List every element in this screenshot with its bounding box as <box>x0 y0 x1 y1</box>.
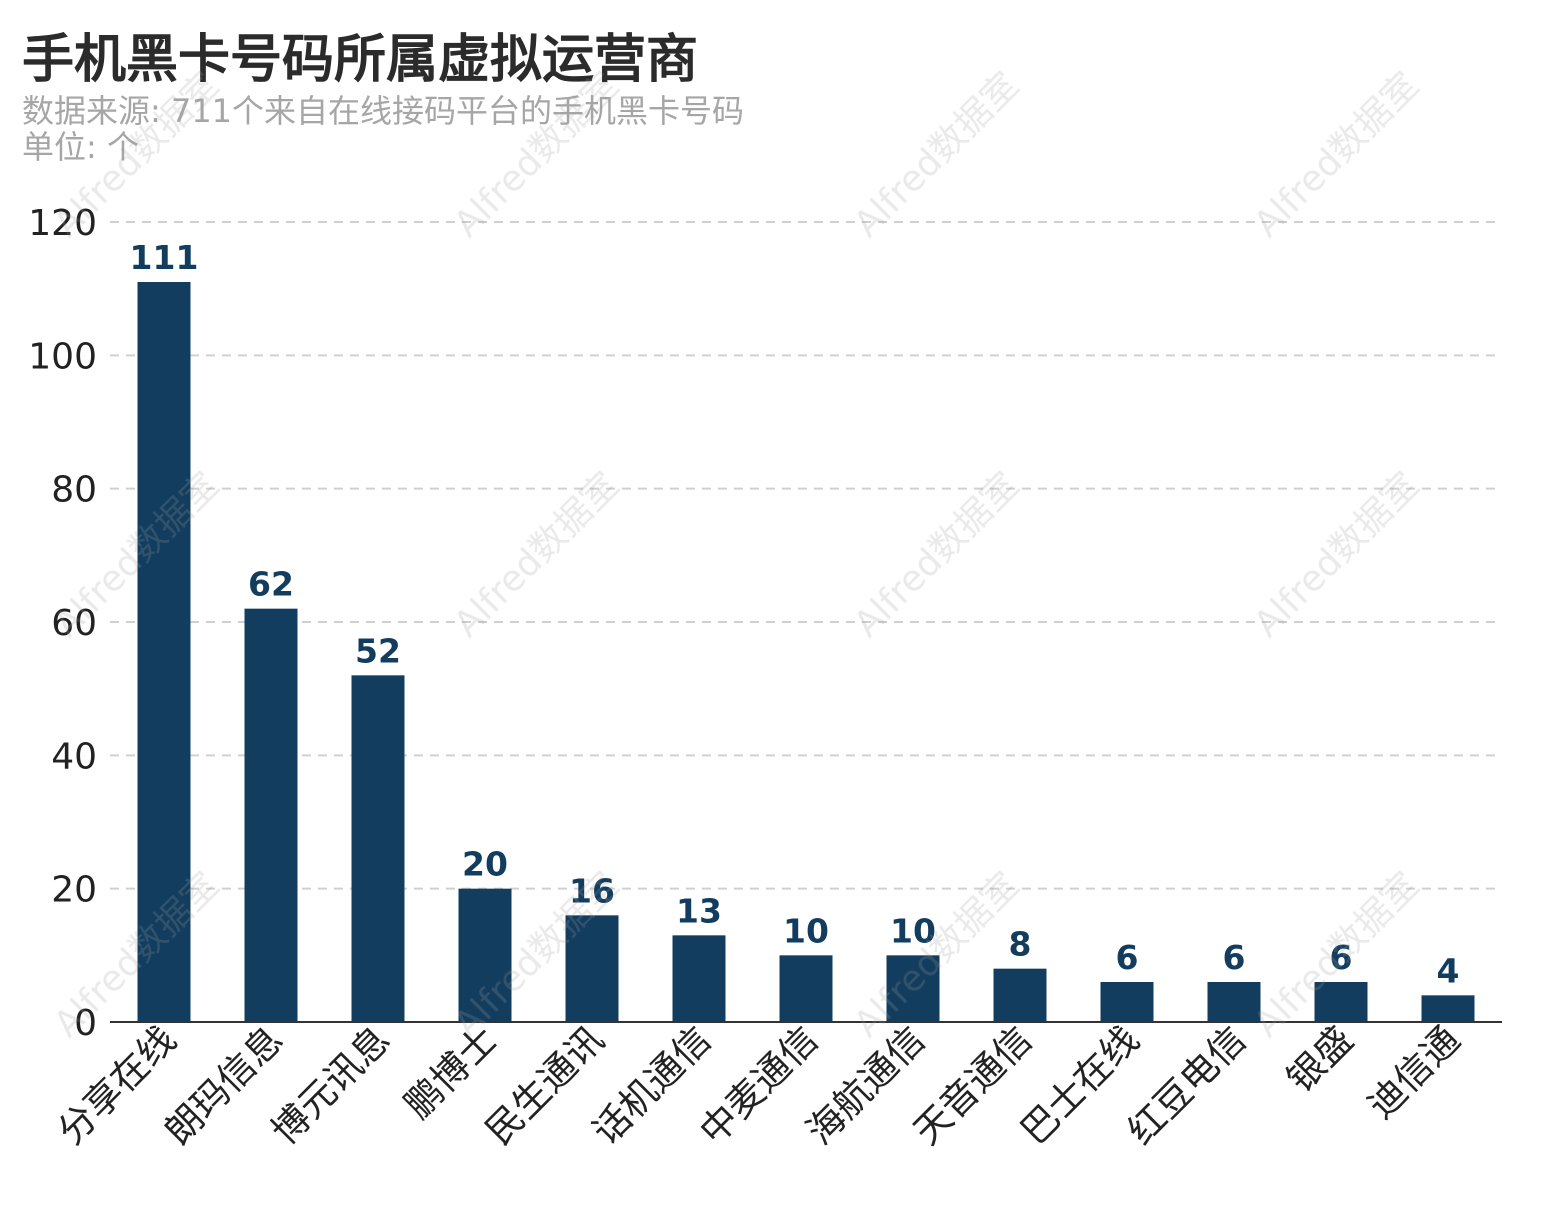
chart-subtitle-unit: 单位: 个 <box>22 128 139 166</box>
chart-title: 手机黑卡号码所属虚拟运营商 <box>22 30 699 90</box>
data-label: 6 <box>1116 938 1139 977</box>
x-tick-label: 天音通信 <box>905 1018 1040 1153</box>
y-tick-label: 60 <box>51 603 97 644</box>
y-tick-label: 0 <box>74 1003 97 1044</box>
x-tick-label: 迪信通 <box>1359 1018 1468 1127</box>
data-label: 6 <box>1223 938 1246 977</box>
bar <box>244 608 298 1022</box>
bar <box>1421 995 1475 1022</box>
bar <box>779 955 833 1022</box>
x-tick-label: 分享在线 <box>49 1018 184 1153</box>
bar <box>351 675 405 1022</box>
data-label: 52 <box>355 631 401 670</box>
bar <box>565 915 619 1022</box>
bar <box>1207 982 1261 1022</box>
y-axis-ticks: 0 20 40 60 80 100 120 <box>28 203 97 1044</box>
bar <box>1314 982 1368 1022</box>
bar <box>672 935 726 1022</box>
x-tick-label: 中麦通信 <box>691 1018 826 1153</box>
y-tick-label: 100 <box>28 336 97 377</box>
x-tick-label: 朗玛信息 <box>156 1018 291 1153</box>
data-label: 10 <box>890 911 936 950</box>
gridlines <box>110 221 1502 890</box>
bar <box>137 282 191 1022</box>
x-axis-ticks: 分享在线朗玛信息博元讯息鹏博士民生通讯话机通信中麦通信海航通信天音通信巴士在线红… <box>49 1018 1468 1153</box>
data-label: 16 <box>569 871 615 910</box>
y-tick-label: 40 <box>51 736 97 777</box>
chart-header: 手机黑卡号码所属虚拟运营商 数据来源: 711个来自在线接码平台的手机黑卡号码 … <box>22 28 744 165</box>
y-tick-label: 80 <box>51 470 97 511</box>
data-label: 10 <box>783 911 829 950</box>
data-label: 62 <box>248 565 294 604</box>
data-label: 8 <box>1009 925 1032 964</box>
chart-subtitle-source: 数据来源: 711个来自在线接码平台的手机黑卡号码 <box>22 92 745 130</box>
data-label: 13 <box>676 891 722 930</box>
data-label: 20 <box>462 845 508 884</box>
x-tick-label: 银盛 <box>1279 1018 1362 1101</box>
bar <box>993 968 1047 1022</box>
x-tick-label: 海航通信 <box>798 1018 933 1153</box>
bar <box>1100 982 1154 1022</box>
x-tick-label: 话机通信 <box>584 1018 719 1153</box>
y-tick-label: 120 <box>28 203 97 244</box>
x-tick-label: 民生通讯 <box>477 1018 612 1153</box>
data-label: 6 <box>1330 938 1353 977</box>
data-labels: 111 62 52 20 16 13 10 10 8 6 6 6 4 <box>130 238 1460 990</box>
bars <box>137 282 1475 1022</box>
x-tick-label: 博元讯息 <box>263 1018 398 1153</box>
bar <box>886 955 940 1022</box>
x-tick-label: 红豆电信 <box>1119 1018 1254 1153</box>
y-tick-label: 20 <box>51 870 97 911</box>
x-tick-label: 巴士在线 <box>1012 1018 1147 1153</box>
bar <box>458 888 512 1022</box>
data-label: 111 <box>130 238 199 277</box>
data-label: 4 <box>1437 951 1460 990</box>
